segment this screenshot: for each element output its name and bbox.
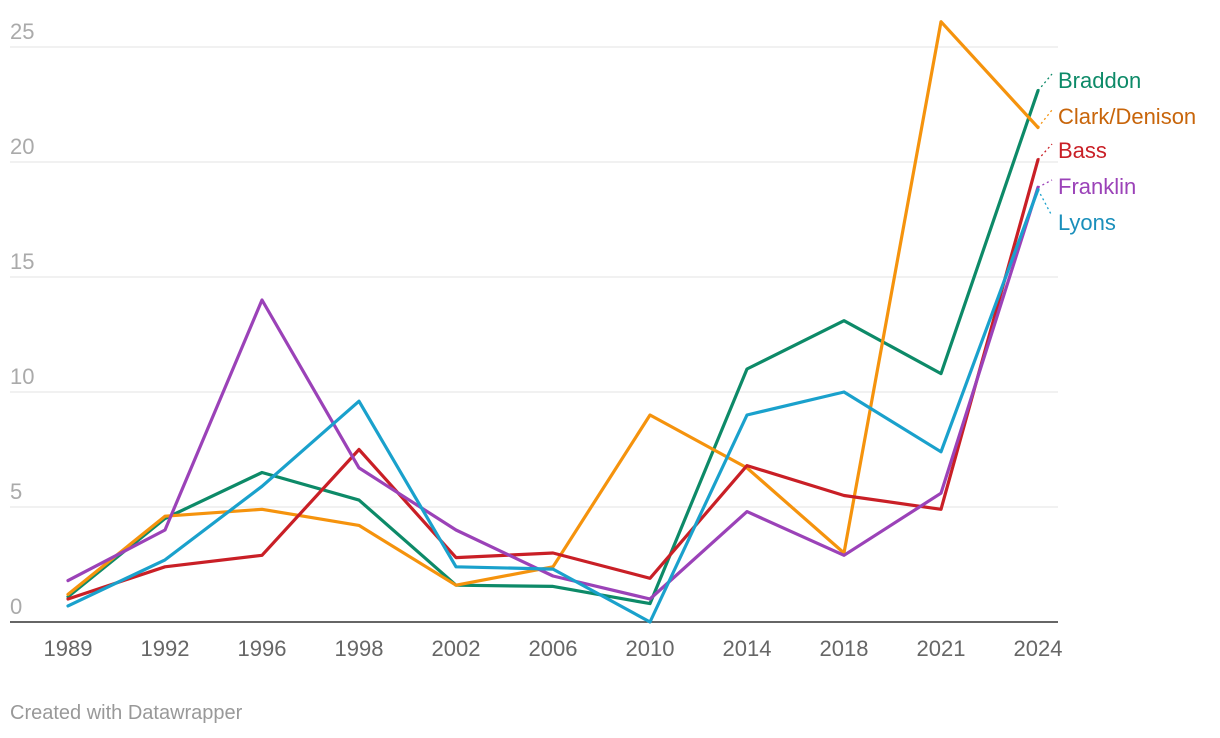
x-tick-label: 1992	[141, 636, 190, 661]
x-tick-label: 2006	[529, 636, 578, 661]
label-leader	[1037, 109, 1053, 128]
y-tick-label: 25	[10, 19, 34, 44]
x-tick-label: 2002	[432, 636, 481, 661]
line-chart: 0 5 10 15 20 25 1989 1992 1996 1998 2002 2006 2010 2…	[10, 19, 1196, 661]
series-label: Clark/Denison	[1058, 104, 1196, 129]
label-leader	[1037, 143, 1053, 161]
x-tick-label: 2021	[917, 636, 966, 661]
x-tick-label: 1996	[238, 636, 287, 661]
series-line-braddon	[66, 89, 1040, 606]
series-label: Braddon	[1058, 68, 1141, 93]
x-tick-label: 1998	[335, 636, 384, 661]
label-leader	[1037, 73, 1053, 92]
y-tick-label: 15	[10, 249, 34, 274]
y-axis-ticks: 0 5 10 15 20 25	[10, 19, 34, 619]
x-tick-label: 1989	[44, 636, 93, 661]
series-label: Franklin	[1058, 174, 1136, 199]
series-line-bass	[66, 158, 1040, 601]
y-tick-label: 0	[10, 594, 22, 619]
x-tick-label: 2014	[723, 636, 772, 661]
grid-layer	[10, 46, 1058, 623]
label-leader	[1037, 189, 1053, 217]
label-leader	[1037, 179, 1053, 188]
series-line-franklin	[66, 185, 1040, 601]
series-labels: Braddon Clark/Denison Bass Franklin Lyons	[1037, 68, 1196, 235]
credit-text: Created with Datawrapper	[10, 702, 243, 724]
x-axis-ticks: 1989 1992 1996 1998 2002 2006 2010 2014 2018 2021…	[44, 636, 1063, 661]
y-tick-label: 5	[10, 479, 22, 504]
x-tick-label: 2018	[820, 636, 869, 661]
series-line-lyons	[66, 188, 1040, 624]
x-tick-label: 2024	[1014, 636, 1063, 661]
series-label: Bass	[1058, 138, 1107, 163]
y-tick-label: 20	[10, 134, 34, 159]
series-layer	[66, 20, 1040, 624]
x-tick-label: 2010	[626, 636, 675, 661]
series-line-clark-denison	[66, 20, 1040, 596]
series-label: Lyons	[1058, 210, 1116, 235]
y-tick-label: 10	[10, 364, 34, 389]
